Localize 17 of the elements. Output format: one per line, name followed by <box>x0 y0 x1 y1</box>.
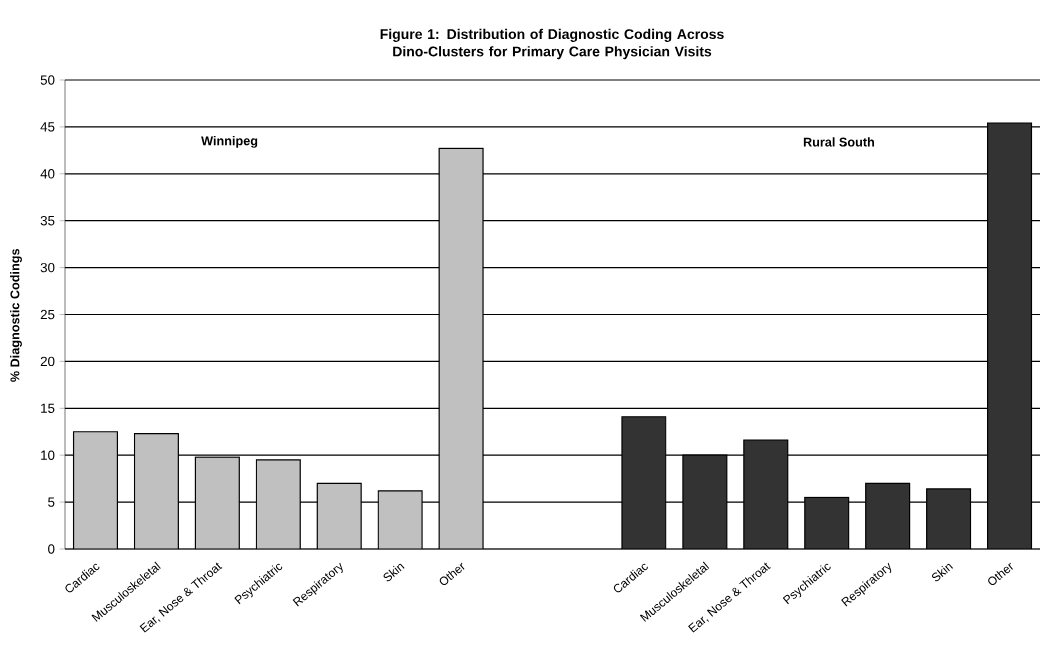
y-tick-label: 25 <box>40 309 55 320</box>
x-tick-label: Skin <box>931 563 954 582</box>
annotation: Rural South <box>803 137 875 147</box>
y-axis-title: % Diagnostic Codings <box>10 248 22 382</box>
y-tick-label: 45 <box>40 122 55 132</box>
y-tick-label: 20 <box>40 356 55 367</box>
y-tick-label: 0 <box>48 544 55 554</box>
y-tick-label: 10 <box>41 450 55 460</box>
y-tick-label: 5 <box>48 497 55 507</box>
x-tick-label: Skin <box>383 563 405 582</box>
annotation: Winnipeg <box>201 135 258 148</box>
y-tick-label: 15 <box>41 403 55 413</box>
y-tick-label: 50 <box>40 75 55 85</box>
chart-title: Figure 1: Distribution of Diagnostic Coding Across Dino-Clusters for Primary Care Physician Visits <box>380 28 724 60</box>
y-tick-label: 30 <box>40 262 55 273</box>
y-tick-label: 35 <box>40 215 55 226</box>
y-tick-label: 40 <box>40 169 55 179</box>
